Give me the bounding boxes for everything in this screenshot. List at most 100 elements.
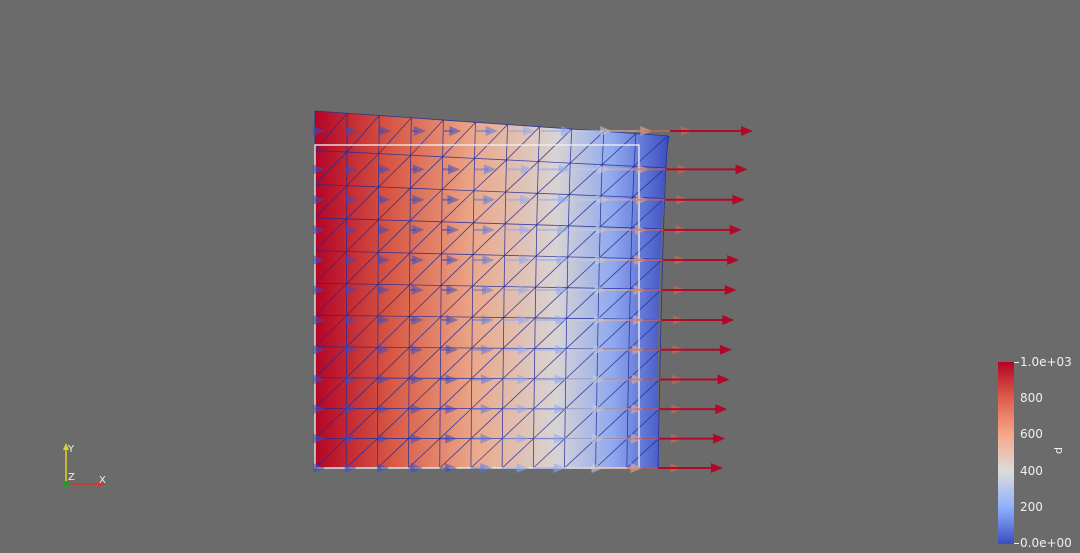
mesh-edge xyxy=(377,377,410,409)
velocity-arrow xyxy=(471,374,494,385)
mesh-edge xyxy=(598,287,631,290)
velocity-arrow xyxy=(658,463,723,473)
mesh-edge xyxy=(314,185,348,219)
velocity-arrow xyxy=(379,126,392,136)
velocity-arrow xyxy=(670,126,753,136)
mesh-edge xyxy=(564,378,598,410)
mesh-edge xyxy=(314,408,347,439)
mesh-edge xyxy=(470,438,503,469)
velocity-arrow xyxy=(659,374,730,385)
velocity-arrow xyxy=(409,255,424,266)
mesh-edge xyxy=(629,258,663,290)
velocity-arrow xyxy=(410,224,425,235)
mesh-edge xyxy=(630,228,664,259)
mesh-edge xyxy=(568,225,601,228)
mesh-edge xyxy=(378,283,410,286)
mesh-edge xyxy=(568,195,602,227)
mesh-edge xyxy=(440,285,473,318)
color-legend-bar xyxy=(998,362,1014,544)
velocity-arrow xyxy=(663,224,742,235)
velocity-arrow xyxy=(533,433,566,444)
mesh-edge xyxy=(314,377,347,409)
velocity-arrow xyxy=(378,164,391,175)
velocity-arrow xyxy=(535,314,568,325)
mesh-edge xyxy=(633,135,669,167)
mesh-edge xyxy=(314,315,347,348)
mesh-edge xyxy=(567,256,600,259)
mesh-edge xyxy=(378,117,412,154)
mesh-edge xyxy=(377,284,410,317)
velocity-arrow xyxy=(377,463,390,473)
mesh-edge xyxy=(534,348,567,380)
mesh-edge xyxy=(566,257,600,289)
mesh-edge xyxy=(409,189,443,222)
mesh-edge xyxy=(602,164,635,167)
mesh-edge xyxy=(537,192,570,195)
mesh-edge xyxy=(598,258,632,289)
mesh-edge xyxy=(569,131,605,164)
mesh-edge xyxy=(505,159,507,193)
velocity-arrow xyxy=(504,285,531,296)
mesh-edge xyxy=(347,112,380,116)
mesh-edge xyxy=(473,159,507,192)
velocity-arrow xyxy=(345,255,358,266)
mesh-edge xyxy=(441,190,475,223)
legend-tick xyxy=(1014,362,1019,363)
mesh-edge xyxy=(440,316,473,349)
mesh-edge xyxy=(474,157,507,161)
velocity-arrow xyxy=(441,255,459,266)
mesh-edge xyxy=(506,124,508,160)
mesh-edge xyxy=(661,259,663,290)
mesh-edge xyxy=(658,379,661,410)
velocity-arrow xyxy=(472,285,495,296)
mesh-edge xyxy=(566,287,600,319)
velocity-arrow xyxy=(476,126,498,136)
legend-label-200: 200 xyxy=(1020,500,1043,514)
velocity-arrow xyxy=(540,126,574,136)
mesh-edge xyxy=(409,221,443,254)
velocity-arrow xyxy=(661,314,735,325)
velocity-arrow xyxy=(505,224,532,235)
velocity-arrow xyxy=(344,285,357,296)
mesh-edge xyxy=(314,438,347,469)
velocity-arrow xyxy=(411,126,426,136)
mesh-edge xyxy=(441,253,474,255)
mesh-edge xyxy=(505,161,539,193)
velocity-arrow xyxy=(410,164,425,175)
mesh-edge xyxy=(314,218,347,252)
mesh-edge xyxy=(314,346,347,379)
mesh-edge xyxy=(409,284,442,286)
mesh-edge xyxy=(533,408,566,439)
velocity-arrow xyxy=(659,404,728,415)
legend-label-min: 0.0e+00 xyxy=(1020,536,1072,550)
mesh-edge xyxy=(442,122,476,158)
mesh-edge xyxy=(629,289,663,320)
velocity-arrow xyxy=(442,194,460,205)
mesh-edge xyxy=(596,348,598,380)
velocity-arrow xyxy=(377,433,390,444)
velocity-arrow xyxy=(503,344,530,355)
mesh-edge xyxy=(501,438,534,469)
mesh-edge xyxy=(408,316,442,348)
velocity-arrow xyxy=(534,374,567,385)
velocity-arrow xyxy=(440,404,458,415)
velocity-arrow xyxy=(504,255,531,266)
mesh-edge xyxy=(441,285,473,287)
mesh-edge xyxy=(408,438,441,469)
mesh-edge xyxy=(377,252,411,285)
velocity-arrow xyxy=(409,314,424,325)
velocity-arrow xyxy=(473,255,495,266)
mesh-edge xyxy=(346,186,379,220)
mesh-edge xyxy=(503,286,536,318)
velocity-arrow xyxy=(344,463,357,473)
mesh-edge xyxy=(627,379,629,409)
mesh-edge xyxy=(410,187,443,190)
mesh-edge xyxy=(314,151,348,185)
mesh-edge xyxy=(566,256,569,288)
velocity-arrow xyxy=(502,404,530,415)
mesh-edge xyxy=(409,253,442,286)
mesh-edge xyxy=(631,198,665,229)
mesh-edge xyxy=(534,287,568,319)
mesh-edge xyxy=(565,318,599,350)
